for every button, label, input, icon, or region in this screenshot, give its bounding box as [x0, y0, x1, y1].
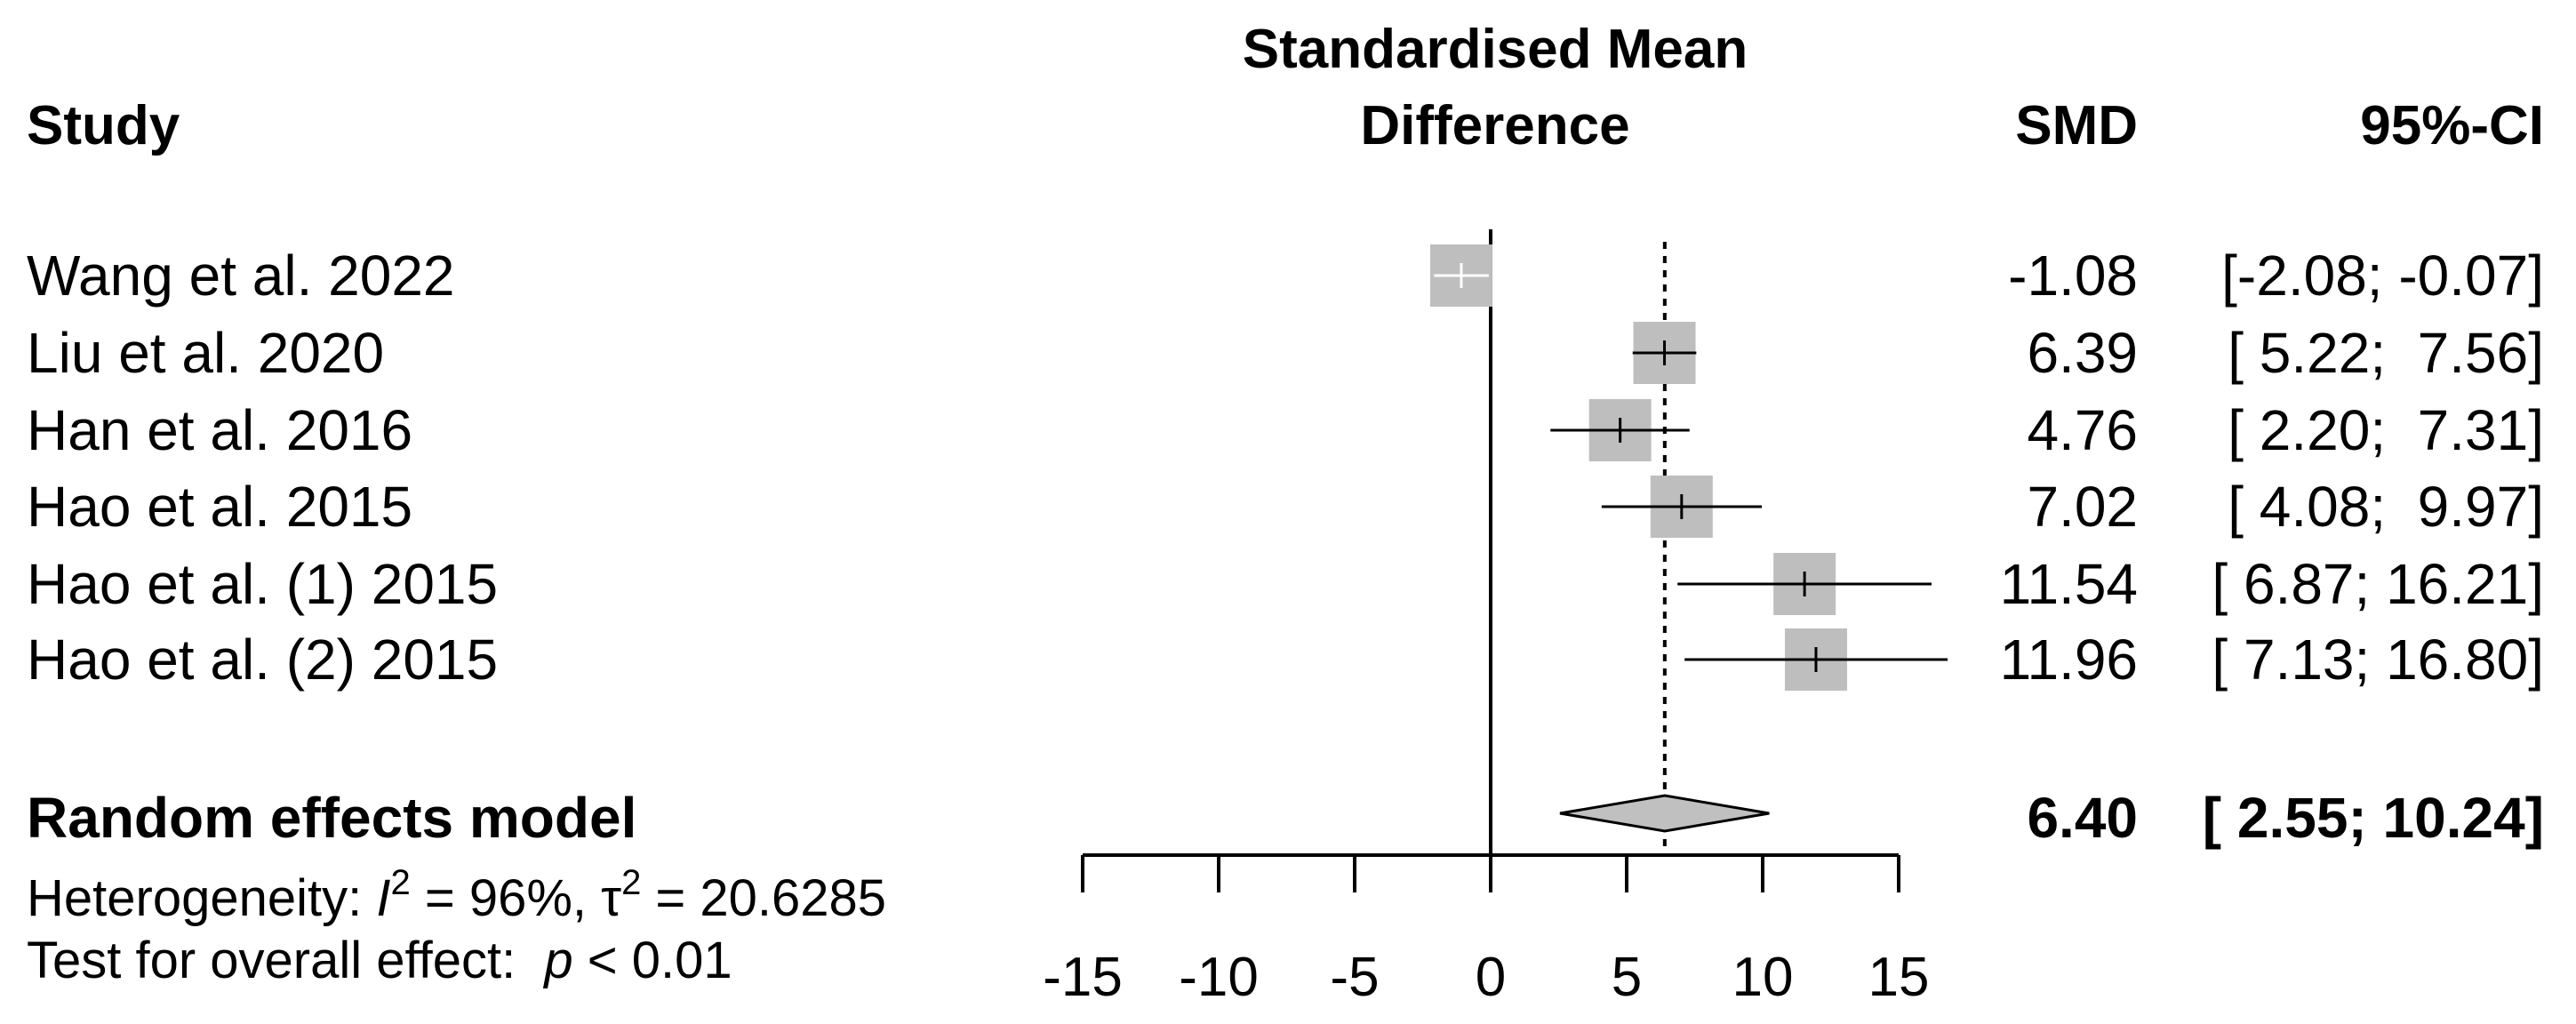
study-name: Han et al. 2016 — [27, 398, 412, 462]
heterogeneity-prefix: Heterogeneity: — [27, 869, 376, 927]
study-row: Hao et al. 2015 7.02 [ 4.08; 9.97] — [27, 475, 2544, 539]
x-tick-label: 10 — [1732, 947, 1794, 1008]
pooled-smd: 6.40 — [2027, 786, 2138, 850]
overall-prefix: Test for overall effect: — [27, 932, 544, 989]
p-value: < 0.01 — [573, 932, 732, 989]
i2-value: = 96%, — [411, 869, 601, 927]
study-smd: 7.02 — [2027, 475, 2138, 539]
header-study: Study — [27, 95, 180, 156]
tau-superscript: 2 — [621, 863, 641, 902]
study-row: Liu et al. 2020 6.39 [ 5.22; 7.56] — [27, 321, 2544, 385]
study-name: Hao et al. (2) 2015 — [27, 628, 498, 692]
header-effect-line1: Standardised Mean — [1243, 19, 1748, 80]
study-ci: [ 6.87; 16.21] — [2212, 552, 2544, 616]
study-row: Wang et al. 2022 -1.08 [-2.08; -0.07] — [27, 244, 2544, 308]
study-name: Hao et al. (1) 2015 — [27, 552, 498, 616]
pooled-diamond — [1559, 794, 1770, 833]
x-tick-label: 5 — [1612, 947, 1642, 1008]
pooled-ci: [ 2.55; 10.24] — [2203, 786, 2544, 850]
study-rows: Wang et al. 2022 -1.08 [-2.08; -0.07] Liu e… — [27, 244, 2544, 692]
header-effect-line2: Difference — [1360, 95, 1629, 156]
overall-effect-text: Test for overall effect: p < 0.01 — [27, 932, 732, 989]
x-tick-label: -5 — [1330, 947, 1379, 1008]
header-ci: 95%-CI — [2360, 95, 2544, 156]
i2-symbol: I — [376, 869, 390, 927]
study-row: Han et al. 2016 4.76 [ 2.20; 7.31] — [27, 398, 2544, 462]
study-smd: 6.39 — [2027, 321, 2138, 385]
header-smd: SMD — [2015, 95, 2138, 156]
study-row: Hao et al. (1) 2015 11.54 [ 6.87; 16.21] — [27, 552, 2544, 616]
study-name: Hao et al. 2015 — [27, 475, 412, 539]
i2-superscript: 2 — [390, 863, 410, 902]
tau-symbol: τ — [601, 869, 621, 927]
study-name: Wang et al. 2022 — [27, 244, 455, 308]
tau-value: = 20.6285 — [641, 869, 886, 927]
study-ci: [-2.08; -0.07] — [2221, 244, 2544, 308]
study-smd: -1.08 — [2008, 244, 2138, 308]
study-ci: [ 7.13; 16.80] — [2212, 628, 2544, 692]
x-axis: -15 -10 -5 0 5 10 15 — [1043, 853, 1930, 1008]
study-ci: [ 2.20; 7.31] — [2228, 398, 2544, 462]
pooled-row: Random effects model 6.40 [ 2.55; 10.24] — [27, 786, 2544, 850]
x-tick-label: -15 — [1043, 947, 1123, 1008]
study-ci: [ 5.22; 7.56] — [2228, 321, 2544, 385]
x-tick-label: 15 — [1868, 947, 1930, 1008]
study-smd: 11.54 — [2000, 552, 2138, 616]
study-name: Liu et al. 2020 — [27, 321, 384, 385]
study-smd: 11.96 — [2000, 628, 2138, 692]
p-symbol: p — [542, 932, 572, 989]
study-ci: [ 4.08; 9.97] — [2228, 475, 2544, 539]
study-row: Hao et al. (2) 2015 11.96 [ 7.13; 16.80] — [27, 628, 2544, 692]
heterogeneity-text: Heterogeneity: I2 = 96%, τ2 = 20.6285 — [27, 863, 886, 927]
study-smd: 4.76 — [2027, 398, 2138, 462]
x-tick-label: -10 — [1179, 947, 1259, 1008]
x-tick-label: 0 — [1476, 947, 1506, 1008]
pooled-label: Random effects model — [27, 786, 636, 850]
